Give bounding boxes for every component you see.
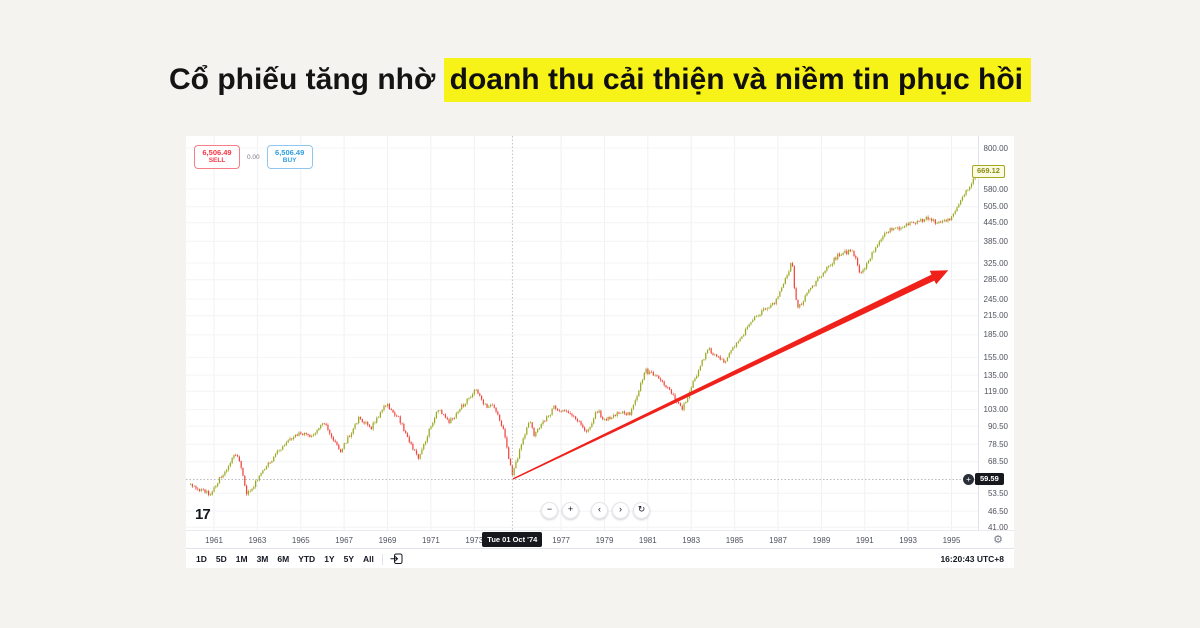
price-tick-label: 155.00	[983, 352, 1008, 362]
gear-icon[interactable]: ⚙	[993, 534, 1003, 546]
year-tick-label: 1971	[421, 536, 440, 545]
toolbar-divider	[381, 553, 383, 565]
chart-canvas[interactable]	[186, 136, 978, 530]
price-tick-label: 505.00	[983, 202, 1008, 212]
scroll-left-button[interactable]: ‹	[591, 502, 608, 519]
year-tick-label: 1967	[335, 536, 353, 545]
range-button-3m[interactable]: 3M	[256, 554, 269, 564]
tradingview-logo[interactable]: 17	[195, 506, 211, 523]
chart-nav-controls: − + ‹ › ↻	[541, 502, 650, 519]
year-tick-label: 1963	[248, 536, 267, 545]
zoom-out-button[interactable]: −	[541, 502, 558, 519]
range-button-1y[interactable]: 1Y	[324, 554, 335, 564]
range-button-5y[interactable]: 5Y	[343, 554, 354, 564]
price-tick-label: 90.50	[987, 421, 1008, 431]
buy-label: BUY	[282, 157, 297, 164]
order-panel: 6,506.49 SELL 0.00 6,506.49 BUY	[194, 145, 313, 169]
year-tick-label: 1977	[552, 536, 570, 545]
scroll-right-button[interactable]: ›	[612, 502, 629, 519]
bottom-toolbar: 1D 5D 1M 3M 6M YTD 1Y 5Y All 16:20:43 UTC+8	[186, 548, 1014, 569]
sell-label: SELL	[208, 157, 226, 164]
crosshair-date-badge: Tue 01 Oct '74	[482, 532, 543, 547]
price-tick-label: 445.00	[983, 218, 1008, 228]
year-tick-label: 1995	[942, 536, 961, 545]
price-tick-label: 135.00	[983, 370, 1008, 380]
year-tick-label: 1961	[205, 536, 223, 545]
year-tick-label: 1981	[638, 536, 657, 545]
year-tick-label: 1989	[812, 536, 831, 545]
price-tick-label: 41.00	[987, 522, 1008, 532]
year-tick-label: 1965	[291, 536, 310, 545]
crosshair-price-badge: 59.59	[975, 472, 1004, 485]
time-axis[interactable]: Tue 01 Oct '74 ⚙ 1961 1963 1965 1967 1969 197…	[186, 530, 1014, 549]
range-button-1m[interactable]: 1M	[235, 554, 248, 564]
year-tick-label: 1979	[595, 536, 614, 545]
price-tick-label: 215.00	[983, 311, 1008, 321]
candlestick-chart[interactable]	[186, 136, 978, 530]
price-tick-label: 245.00	[983, 294, 1008, 304]
price-tick-label: 68.50	[987, 457, 1008, 467]
range-button-6m[interactable]: 6M	[277, 554, 290, 564]
range-buttons: 1D 5D 1M 3M 6M YTD 1Y 5Y All	[186, 552, 377, 566]
year-tick-label: 1991	[855, 536, 874, 545]
year-tick-label: 1983	[682, 536, 701, 545]
page-title-highlight: doanh thu cải thiện và niềm tin phục hồi	[443, 58, 1031, 102]
zoom-in-button[interactable]: +	[562, 502, 579, 519]
price-tick-label: 185.00	[983, 330, 1008, 340]
page-title-plain: Cổ phiếu tăng nhờ	[169, 63, 444, 96]
buy-price: 6,506.49	[275, 148, 305, 157]
year-tick-label: 1985	[725, 536, 744, 545]
spread-value: 0.00	[247, 153, 260, 161]
sell-button[interactable]: 6,506.49 SELL	[194, 145, 240, 169]
range-button-ytd[interactable]: YTD	[298, 554, 316, 564]
year-tick-label: 1987	[769, 536, 787, 545]
price-tick-label: 325.00	[983, 258, 1008, 268]
current-price-badge: 669.12	[972, 164, 1005, 178]
price-tick-label: 119.00	[984, 386, 1008, 396]
add-alert-plus-icon[interactable]: +	[963, 473, 974, 485]
year-tick-label: 1973	[465, 536, 484, 545]
price-tick-label: 385.00	[983, 236, 1008, 246]
price-axis[interactable]: 800.00 580.00 505.00 445.00 385.00 325.00 285.…	[978, 136, 1015, 532]
trading-chart-card: 6,506.49 SELL 0.00 6,506.49 BUY 800.00 58…	[186, 136, 1014, 568]
price-tick-label: 46.50	[987, 506, 1008, 516]
range-button-5d[interactable]: 5D	[215, 554, 227, 564]
year-tick-label: 1969	[378, 536, 397, 545]
go-to-date-icon[interactable]	[390, 553, 403, 565]
clock-display[interactable]: 16:20:43 UTC+8	[940, 554, 1004, 564]
range-button-all[interactable]: All	[363, 554, 374, 564]
sell-price: 6,506.49	[202, 148, 232, 157]
price-tick-label: 103.00	[983, 405, 1008, 415]
reset-view-button[interactable]: ↻	[633, 502, 650, 519]
price-tick-label: 78.50	[987, 439, 1008, 449]
year-tick-label: 1993	[899, 536, 917, 545]
buy-button[interactable]: 6,506.49 BUY	[266, 145, 313, 169]
price-tick-label: 580.00	[983, 184, 1008, 194]
price-tick-label: 53.50	[987, 488, 1008, 498]
page-title: Cổ phiếu tăng nhờ doanh thu cải thiện và…	[0, 57, 1200, 103]
range-button-1d[interactable]: 1D	[196, 554, 207, 564]
price-tick-label: 285.00	[983, 275, 1008, 285]
price-tick-label: 800.00	[983, 143, 1008, 153]
